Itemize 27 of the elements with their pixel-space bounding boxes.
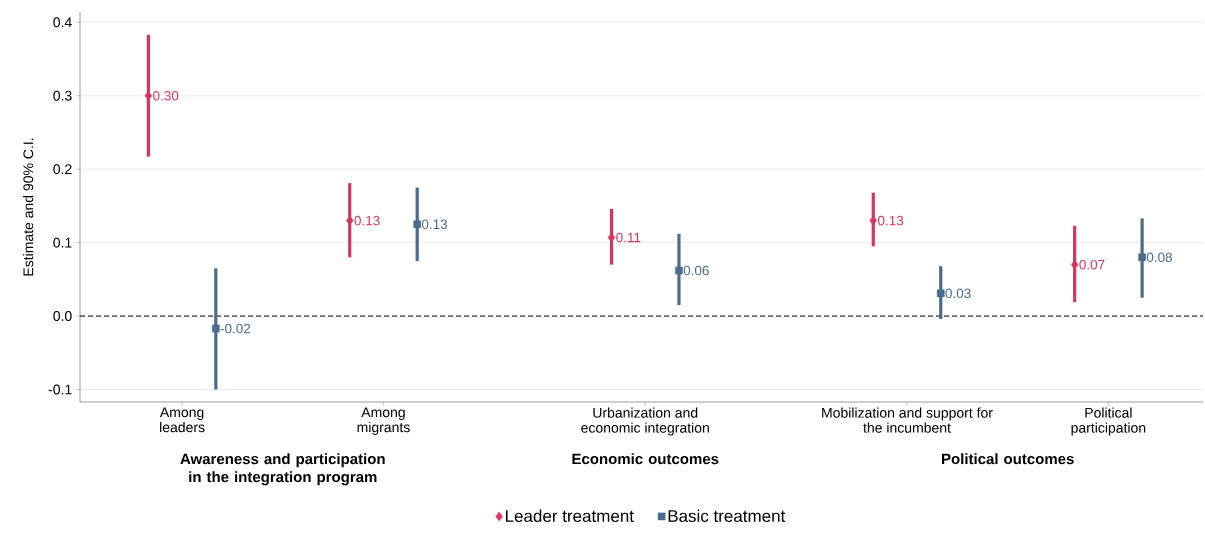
y-tick-label: 0.4 xyxy=(53,17,72,28)
data-label: -0.02 xyxy=(220,323,251,334)
x-tick-label: Political participation xyxy=(1071,407,1146,436)
data-label: 0.11 xyxy=(616,232,641,243)
data-label: 0.13 xyxy=(421,219,448,230)
y-tick-label: 0.0 xyxy=(53,311,72,322)
x-tick-label: Urbanization and economic integration xyxy=(581,407,709,436)
x-tick-label: Mobilization and support for the incumbent xyxy=(822,407,993,433)
text: Political outcomes xyxy=(942,453,1074,465)
data-label: 0.06 xyxy=(683,265,709,276)
x-tick-label: Among migrants xyxy=(357,407,410,435)
x-tick-label: Among leaders xyxy=(159,407,205,433)
data-label: 0.08 xyxy=(1146,252,1172,263)
y-axis-title: Estimate and 90% C.I. xyxy=(22,138,34,276)
y-tick-label: -0.1 xyxy=(48,384,72,395)
data-label: 0.13 xyxy=(354,215,380,226)
text: Economic outcomes xyxy=(572,453,719,465)
data-label: 0.03 xyxy=(945,288,971,299)
text: Awareness and participation in the integration program xyxy=(180,453,385,486)
data-label: 0.13 xyxy=(878,215,904,226)
data-label: 0.30 xyxy=(153,90,179,101)
legend-label: Leader treatment xyxy=(505,509,634,523)
y-tick-label: 0.1 xyxy=(53,237,72,248)
data-label: 0.07 xyxy=(1079,259,1105,270)
y-tick-label: 0.2 xyxy=(53,164,72,175)
y-tick-label: 0.3 xyxy=(53,90,72,101)
legend-label: Basic treatment xyxy=(668,509,786,523)
